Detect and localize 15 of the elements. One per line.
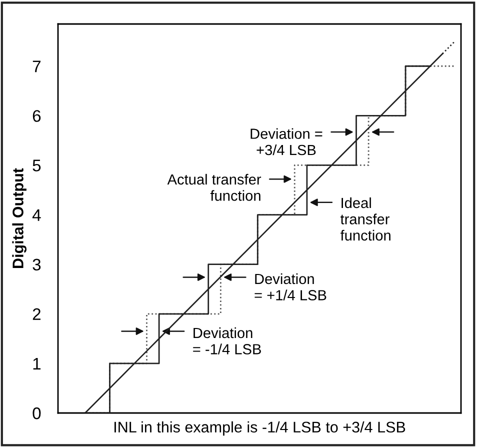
annotation: Deviation = +3/4 LSB: [250, 128, 322, 156]
y-tick-label: 0: [32, 407, 41, 420]
y-tick-label: 3: [32, 258, 41, 271]
y-axis-title: Digital Output: [12, 168, 27, 268]
annotation: Actual transfer function: [167, 174, 262, 201]
annotation: Ideal transfer function: [340, 197, 390, 241]
annotation: Deviation = +1/4 LSB: [254, 273, 326, 300]
x-axis-title: INL in this example is -1/4 LSB to +3/4 LSB: [114, 421, 406, 436]
y-tick-label: 1: [33, 358, 41, 370]
y-tick-label: 6: [32, 110, 41, 122]
y-tick-label: 5: [32, 160, 41, 172]
y-tick-label: 7: [32, 60, 40, 72]
annotation: Deviation = -1/4 LSB: [193, 327, 261, 354]
y-tick-label: 4: [32, 209, 41, 221]
y-tick-label: 2: [32, 308, 40, 320]
